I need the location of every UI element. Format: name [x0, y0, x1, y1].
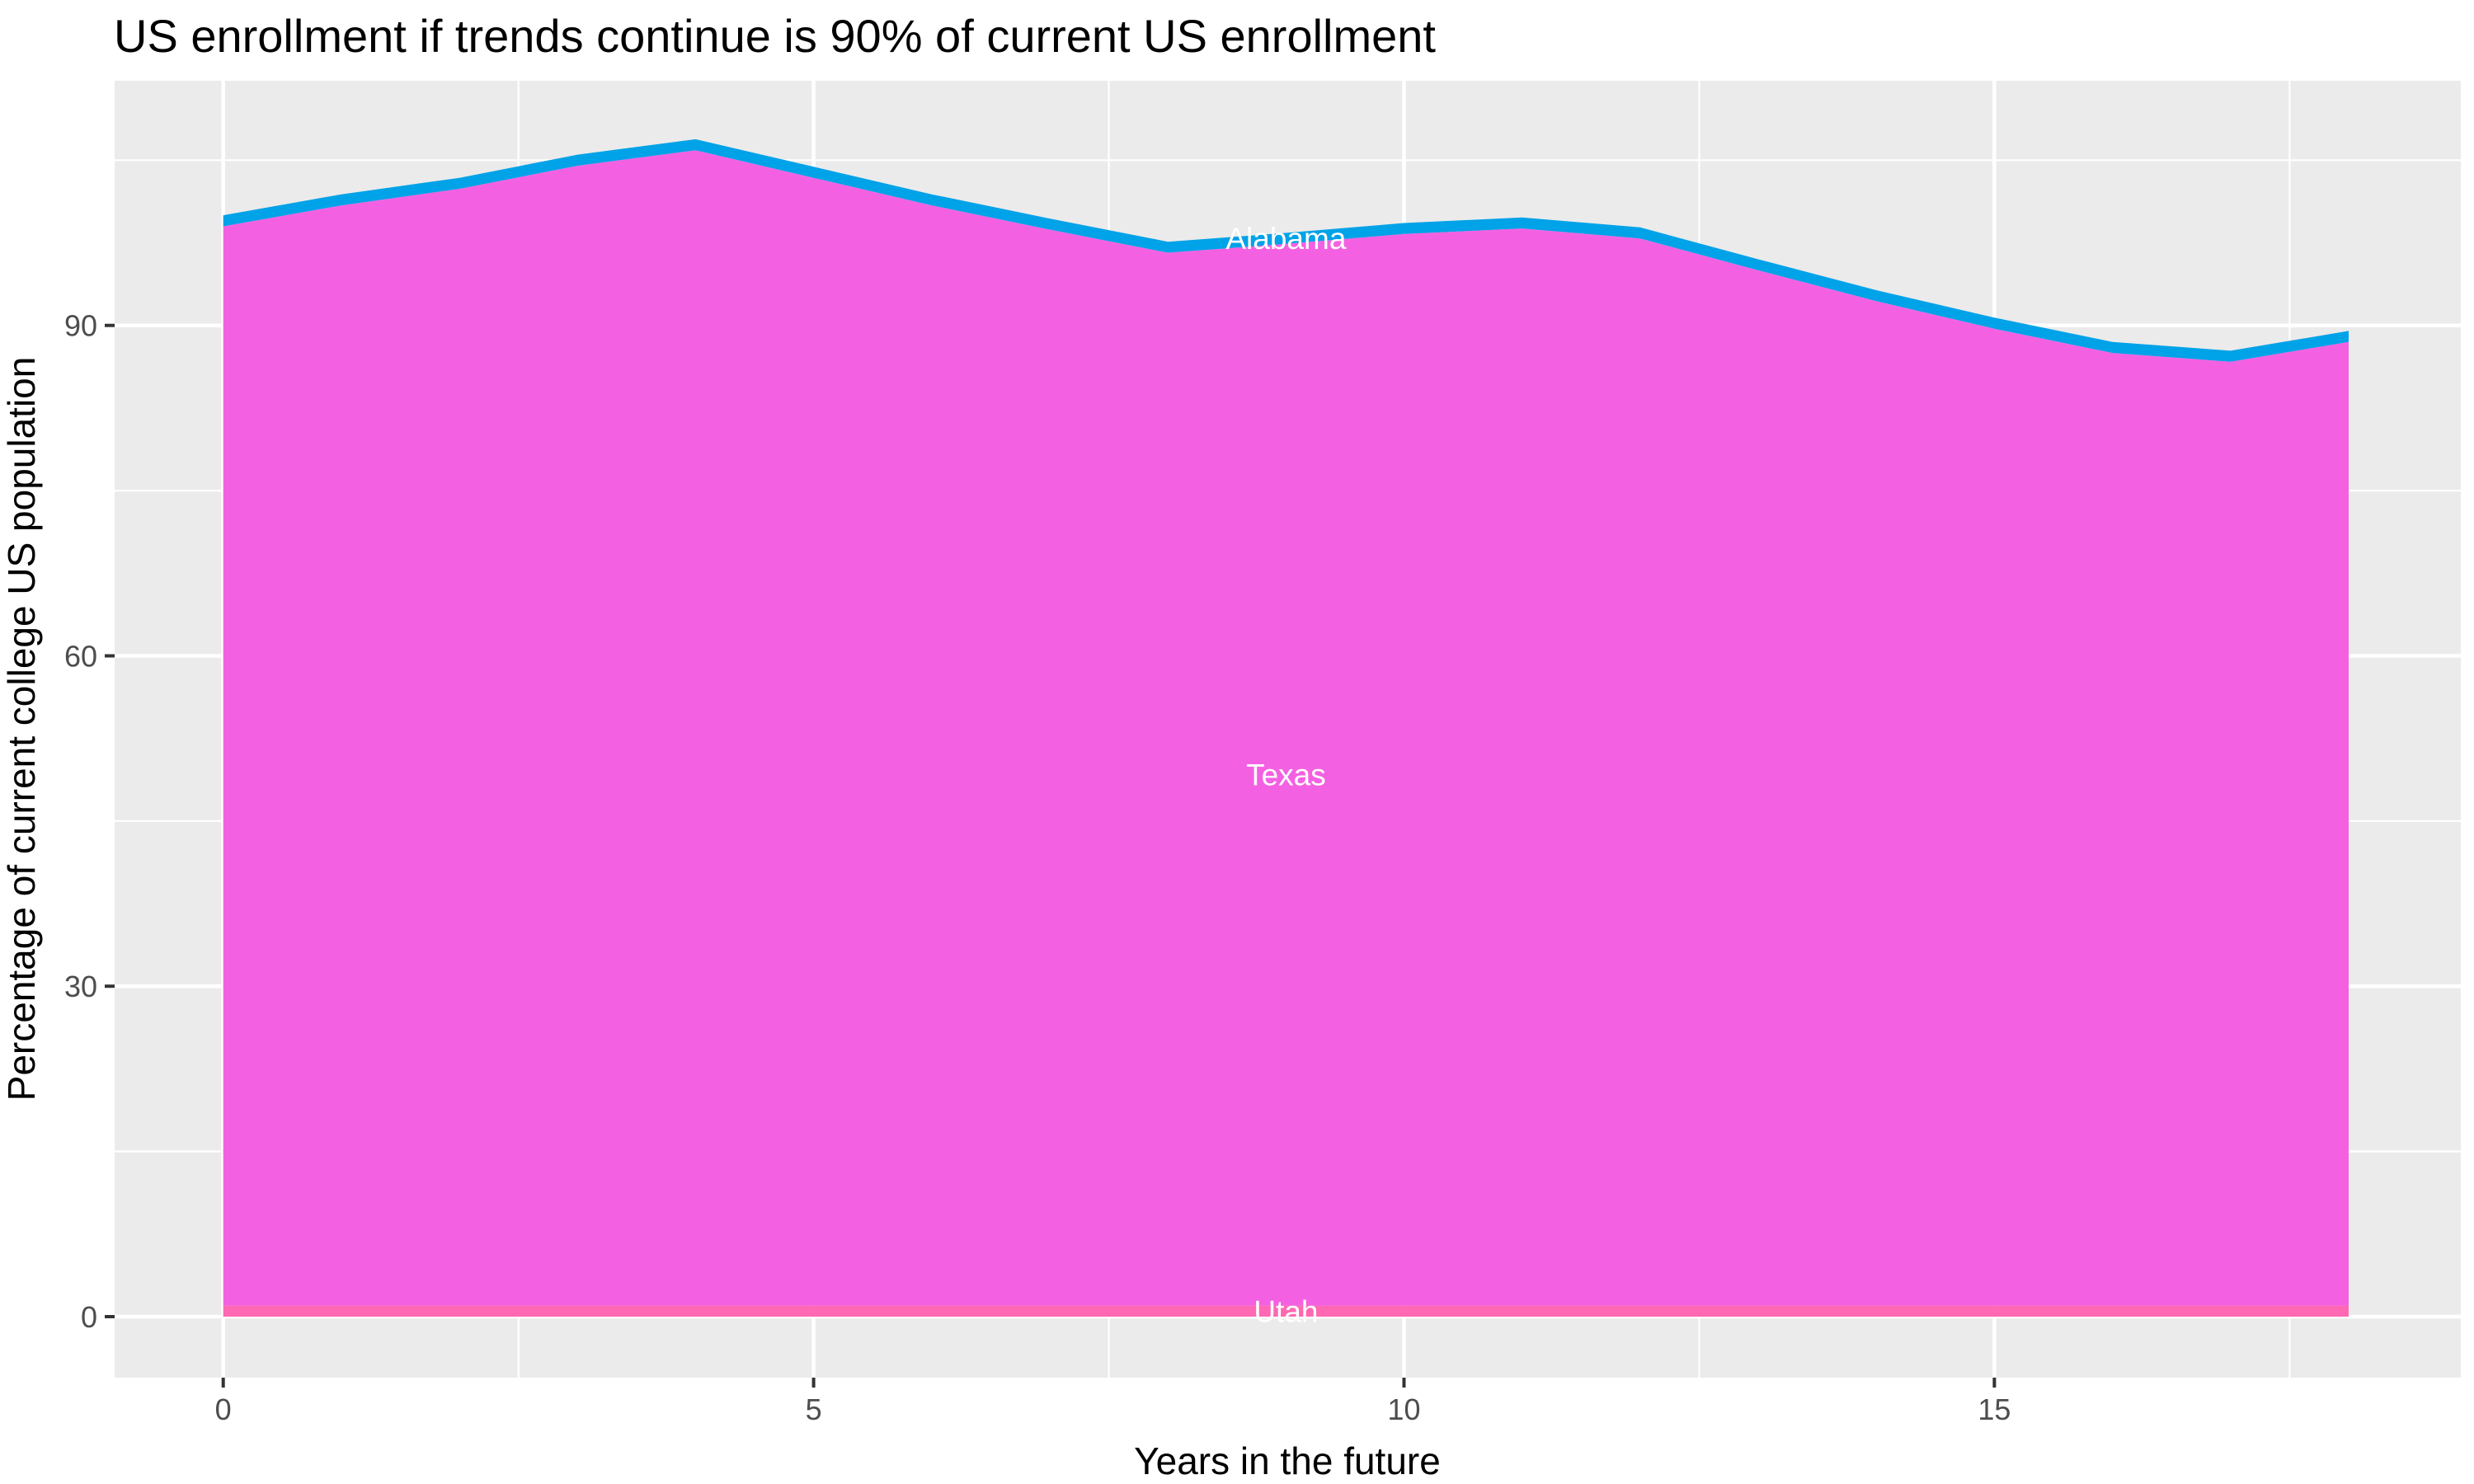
plot-title: US enrollment if trends continue is 90% …: [114, 10, 1436, 62]
axis-tick-marks: [105, 323, 1997, 1388]
y-tick-label: 30: [64, 970, 97, 1003]
area-utah: [223, 1305, 2349, 1317]
x-tick-label: 15: [1978, 1392, 2011, 1426]
y-tick-labels: 0 30 60 90: [64, 309, 97, 1334]
x-tick-label: 10: [1387, 1392, 1420, 1426]
y-tick-label: 90: [64, 309, 97, 343]
x-tick-labels: 0 5 10 15: [215, 1392, 2011, 1426]
series-label-alabama: Alabama: [1225, 222, 1346, 256]
x-tick-label: 0: [215, 1392, 232, 1426]
series-labels: Utah Texas Alabama: [1225, 222, 1346, 1328]
y-axis-title: Percentage of current college US populat…: [0, 357, 43, 1101]
x-axis-title: Years in the future: [1134, 1439, 1441, 1482]
series-label-texas: Texas: [1246, 758, 1326, 792]
area-series-group: [223, 139, 2349, 1317]
area-texas: [223, 150, 2349, 1306]
y-tick-label: 60: [64, 640, 97, 674]
y-tick-label: 0: [81, 1300, 97, 1334]
series-label-utah: Utah: [1253, 1294, 1318, 1328]
x-tick-label: 5: [806, 1392, 822, 1426]
